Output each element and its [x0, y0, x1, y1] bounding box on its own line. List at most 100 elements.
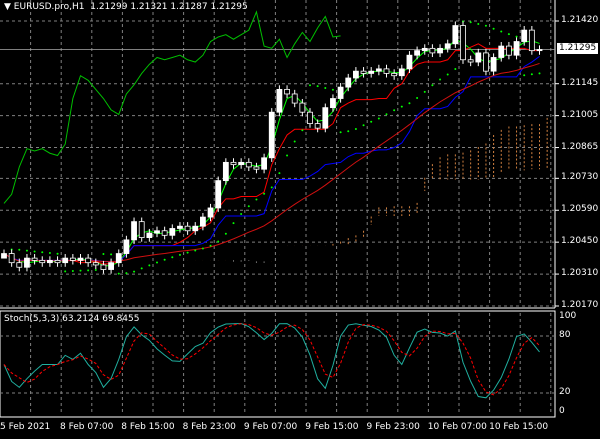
candle-body — [62, 257, 69, 264]
sar-dot — [331, 88, 334, 91]
candle-body — [222, 161, 229, 182]
sar-dot — [538, 72, 541, 75]
sar-dot — [224, 232, 227, 235]
candle-body — [460, 25, 466, 61]
candle-body — [291, 93, 298, 104]
sar-dot — [117, 272, 120, 275]
candle-body — [131, 221, 137, 241]
sar-dot — [156, 261, 158, 264]
sar-dot — [18, 248, 21, 251]
candle-body — [207, 207, 214, 218]
candle-body — [123, 239, 130, 254]
sar-dot — [56, 252, 59, 255]
candle-body — [375, 68, 382, 72]
candle-body — [330, 98, 336, 109]
sar-dot — [148, 264, 151, 267]
candle-body — [398, 68, 405, 77]
sar-dot — [316, 85, 319, 88]
sar-dot — [454, 67, 457, 70]
sar-dot — [263, 192, 266, 195]
sar-dot — [293, 140, 296, 143]
triangle-down-icon[interactable]: ▼ — [4, 2, 11, 12]
candle-body — [421, 47, 428, 52]
sar-dot — [110, 253, 113, 256]
sar-dot — [247, 205, 250, 208]
stoch-pane-border — [0, 310, 556, 418]
candle-body — [383, 68, 390, 74]
time-label: 9 Feb 07:00 — [243, 422, 298, 432]
candle-body — [345, 77, 352, 88]
price-tick-label: 1.20730 — [561, 172, 599, 183]
sar-dot — [41, 251, 44, 254]
sar-dot — [71, 269, 74, 272]
sar-dot — [255, 198, 258, 201]
sar-dot — [423, 90, 426, 93]
candle-body — [429, 47, 436, 54]
sar-dot — [270, 186, 273, 189]
sar-dot — [446, 73, 449, 76]
candle-body — [100, 264, 107, 270]
sar-dot — [523, 74, 526, 77]
sar-dot — [339, 131, 342, 134]
candle-body — [39, 259, 46, 264]
sar-dot — [469, 21, 472, 24]
sar-dot — [94, 268, 97, 271]
candle-body — [154, 230, 160, 234]
price-tick-label: 1.20310 — [561, 268, 599, 279]
candle-body — [513, 41, 520, 56]
symbol: EURUSD.pro,H1 — [13, 2, 85, 12]
candle-body — [238, 161, 245, 166]
candle-body — [169, 228, 176, 236]
ma-long-line — [3, 62, 540, 263]
sar-dot — [278, 172, 281, 175]
candle-body — [467, 59, 474, 63]
candle-body — [521, 29, 528, 42]
price-tick-label: 1.21420 — [561, 15, 599, 25]
candle-body — [261, 157, 268, 170]
sar-dot — [370, 120, 373, 123]
sar-dot — [186, 251, 189, 254]
sar-dot — [416, 97, 419, 100]
candle-body — [92, 262, 99, 266]
sar-dot — [477, 23, 480, 26]
chart-title: ▼ EURUSD.pro,H1 1.21299 1.21321 1.21287 … — [4, 2, 248, 12]
sar-dot — [530, 73, 533, 76]
sar-dot — [492, 27, 495, 30]
sar-dot — [439, 78, 442, 81]
sar-dot — [194, 249, 197, 252]
candle-body — [414, 50, 421, 56]
time-label: 8 Feb 23:00 — [182, 422, 236, 432]
candle-body — [314, 123, 321, 129]
sar-dot — [217, 240, 220, 243]
candle-body — [276, 89, 283, 113]
candle-body — [498, 45, 505, 58]
time-label: 8 Feb 07:00 — [60, 422, 114, 432]
sar-dot — [500, 30, 503, 33]
sar-dot — [64, 270, 67, 273]
candle-body — [8, 253, 15, 264]
sar-dot — [354, 127, 357, 130]
current-price-label: 1.21295 — [557, 43, 599, 54]
sar-dot — [33, 250, 36, 253]
sar-dot — [79, 269, 82, 272]
stoch-tick-label: 80 — [559, 330, 571, 340]
price-tick-label: 1.21145 — [561, 77, 599, 88]
sar-dot — [171, 256, 174, 259]
candle-body — [177, 225, 183, 229]
sar-dot — [301, 129, 304, 132]
sar-dot — [324, 86, 327, 89]
price-tick-label: 1.20865 — [561, 141, 599, 152]
candle-body — [47, 259, 53, 264]
sar-dot — [362, 124, 365, 127]
candle-body — [437, 47, 443, 54]
sar-dot — [87, 269, 90, 272]
time-label: 5 Feb 2021 — [0, 422, 51, 432]
candle-body — [452, 25, 459, 45]
sar-dot — [347, 130, 350, 133]
candle-body — [31, 257, 38, 261]
candle-body — [69, 257, 76, 261]
sar-dot — [125, 272, 128, 275]
price-tick-label: 1.20170 — [561, 300, 599, 310]
